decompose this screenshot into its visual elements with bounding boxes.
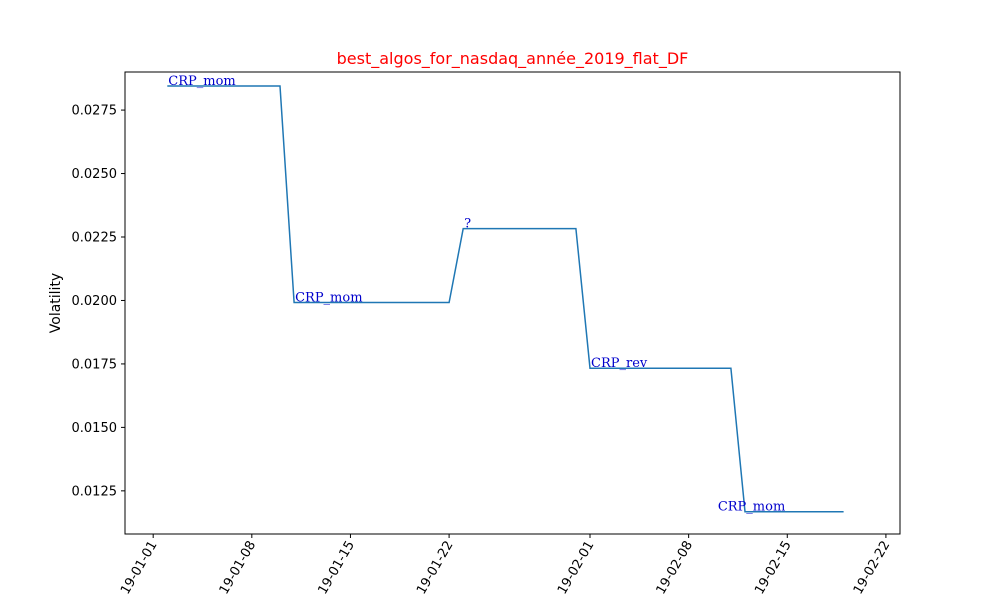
y-tick-label: 0.0150: [72, 421, 118, 436]
y-tick-label: 0.0200: [72, 294, 118, 309]
x-tick-label: 19-02-01: [555, 539, 597, 598]
y-tick-label: 0.0250: [72, 167, 118, 182]
x-tick-label: 19-01-22: [414, 539, 456, 598]
annotation-label: CRP_mom: [168, 74, 235, 89]
series-line: [167, 85, 844, 513]
annotation-label: ?: [464, 217, 471, 232]
x-tick-label: 19-01-15: [315, 539, 357, 598]
x-tick-label: 19-02-22: [851, 539, 893, 598]
x-tick-label: 19-01-08: [217, 539, 259, 598]
x-tick-label: 19-02-08: [654, 539, 696, 598]
y-axis: 0.0125 0.0150 0.0175 0.0200 0.0225 0.0250 0.02…: [72, 104, 125, 499]
chart-title: best_algos_for_nasdaq_année_2019_flat_DF: [337, 49, 689, 69]
y-tick-label: 0.0125: [72, 484, 118, 499]
series-layer: [167, 85, 844, 513]
y-axis-label: Volatility: [48, 273, 64, 333]
x-axis: 19-01-01 19-01-08 19-01-15 19-01-22 19-02-01…: [118, 534, 893, 597]
plot-area: [124, 71, 901, 535]
y-tick-label: 0.0225: [72, 231, 118, 246]
y-tick-label: 0.0175: [72, 357, 118, 372]
annotation-label: CRP_rev: [591, 356, 648, 371]
annotation-label: CRP_mom: [295, 290, 362, 305]
annotation-label: CRP_mom: [718, 500, 785, 515]
annotation-layer: CRP_mom CRP_mom? CRP_rev CRP_mom: [168, 74, 785, 515]
x-tick-label: 19-01-01: [118, 539, 160, 598]
x-tick-label: 19-02-15: [752, 539, 794, 598]
y-tick-label: 0.0275: [72, 104, 118, 119]
